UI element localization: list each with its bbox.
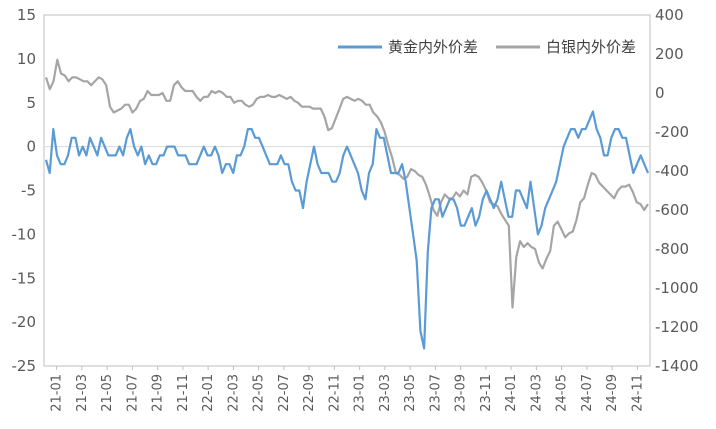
y-left-tick-label: -5 <box>21 182 36 200</box>
x-tick-label: 22-01 <box>201 374 216 412</box>
y-right-tick-label: -1400 <box>655 357 699 375</box>
x-tick-label: 21-11 <box>176 374 191 412</box>
y-left-tick-label: -10 <box>12 225 37 243</box>
x-tick-label: 22-07 <box>277 374 292 412</box>
y-right-tick-label: -200 <box>655 123 689 141</box>
y-left-tick-label: 5 <box>26 94 36 112</box>
x-tick-label: 23-07 <box>428 374 443 412</box>
x-tick-label: 21-09 <box>151 374 166 412</box>
x-tick-label: 23-09 <box>454 374 469 412</box>
y-right-tick-label: 400 <box>655 6 684 24</box>
y-left-tick-label: 10 <box>17 50 36 68</box>
y-right-tick-label: -800 <box>655 240 689 258</box>
y-left-tick-label: -20 <box>12 313 37 331</box>
y-right-tick-label: -1000 <box>655 279 699 297</box>
x-tick-label: 22-05 <box>252 374 267 412</box>
x-tick-label: 23-03 <box>378 374 393 412</box>
y-right-tick-label: -1200 <box>655 318 699 336</box>
legend-label: 白银内外价差 <box>546 38 636 56</box>
x-tick-label: 21-03 <box>75 374 90 412</box>
y-right-tick-label: -400 <box>655 162 689 180</box>
x-tick-label: 21-01 <box>50 374 65 412</box>
x-tick-label: 23-11 <box>479 374 494 412</box>
y-right-tick-label: -600 <box>655 201 689 219</box>
x-tick-label: 24-05 <box>555 374 570 412</box>
y-left-tick-label: 0 <box>26 138 36 156</box>
x-tick-label: 23-05 <box>403 374 418 412</box>
x-tick-label: 23-01 <box>353 374 368 412</box>
legend-label: 黄金内外价差 <box>388 38 478 56</box>
x-tick-label: 24-11 <box>630 374 645 412</box>
y-left-tick-label: -15 <box>12 269 37 287</box>
x-tick-label: 21-07 <box>125 374 140 412</box>
x-tick-label: 24-03 <box>529 374 544 412</box>
x-tick-label: 22-11 <box>327 374 342 412</box>
y-right-tick-label: 0 <box>655 84 665 102</box>
x-tick-label: 22-03 <box>226 374 241 412</box>
x-tick-label: 24-01 <box>504 374 519 412</box>
y-left-tick-label: 15 <box>17 6 36 24</box>
x-tick-label: 24-09 <box>605 374 620 412</box>
x-tick-label: 21-05 <box>100 374 115 412</box>
x-tick-label: 22-09 <box>302 374 317 412</box>
plot-area <box>43 14 651 367</box>
series-line-gold <box>44 110 650 350</box>
x-tick-label: 24-07 <box>580 374 595 412</box>
series-line-silver <box>44 58 649 309</box>
y-left-tick-label: -25 <box>12 357 37 375</box>
y-right-tick-label: 200 <box>655 45 684 63</box>
